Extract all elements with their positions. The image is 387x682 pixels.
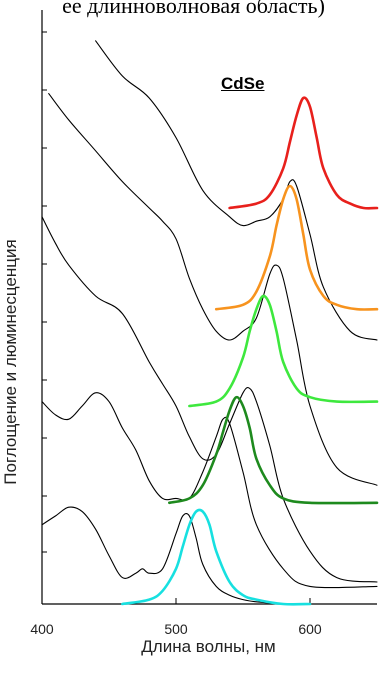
x-axis-label: Длина волны, нм bbox=[141, 637, 276, 656]
sample-label: CdSe bbox=[221, 74, 265, 93]
luminescence-curve-5 bbox=[121, 508, 312, 606]
top-caption: ее длинноволновая область) bbox=[62, 0, 325, 18]
absorption-curve-0 bbox=[41, 506, 284, 605]
x-tick-label: 600 bbox=[298, 621, 322, 637]
luminescence-curve-6 bbox=[168, 395, 379, 505]
x-tick-label: 500 bbox=[164, 621, 188, 637]
tick-labels: 400 500 600 bbox=[30, 621, 322, 637]
axes bbox=[41, 10, 377, 605]
luminescence-curve-9 bbox=[228, 96, 379, 210]
y-axis-label: Поглощение и люминесценция bbox=[1, 239, 20, 485]
series-layer bbox=[41, 40, 379, 606]
absorption-curve-1 bbox=[41, 392, 378, 589]
luminescence-curve-7 bbox=[188, 294, 379, 408]
x-tick-label: 400 bbox=[30, 621, 54, 637]
absorption-curve-4 bbox=[95, 40, 378, 341]
absorption-curve-2 bbox=[41, 216, 378, 583]
luminescence-curve-8 bbox=[214, 184, 379, 311]
absorption-curve-3 bbox=[48, 93, 378, 486]
